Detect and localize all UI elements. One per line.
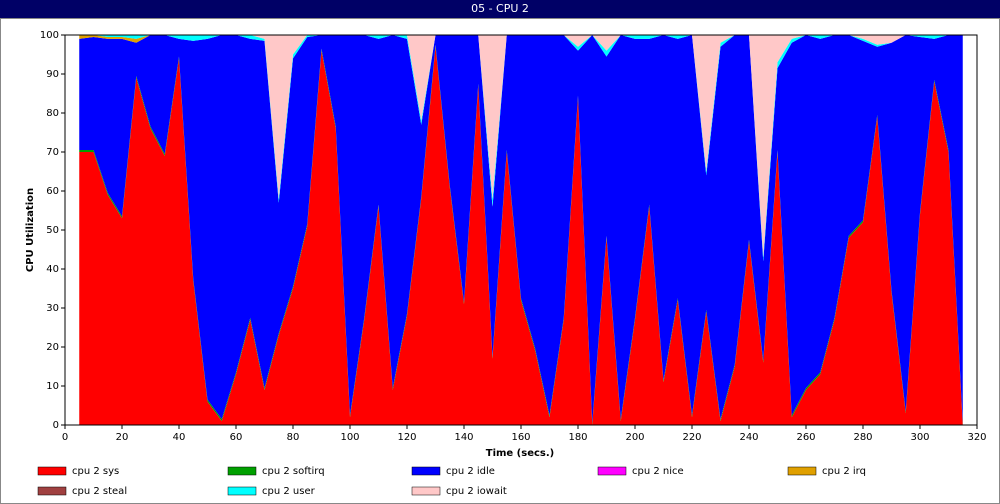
legend-swatch: [37, 486, 67, 496]
x-tick-label: 20: [116, 432, 129, 443]
x-tick-label: 100: [340, 432, 359, 443]
title-bar: [0, 0, 1000, 18]
x-tick-label: 80: [287, 432, 300, 443]
area: [79, 35, 963, 424]
chart-title: 05 - CPU 2: [471, 2, 529, 15]
legend-swatch: [597, 466, 627, 476]
x-tick-label: 60: [230, 432, 243, 443]
legend-swatch: [411, 466, 441, 476]
legend-swatch: [37, 466, 67, 476]
legend-label: cpu 2 irq: [822, 466, 866, 477]
y-tick-label: 10: [46, 381, 59, 392]
legend-label: cpu 2 idle: [446, 466, 495, 477]
x-tick-label: 200: [625, 432, 644, 443]
legend-label: cpu 2 softirq: [262, 466, 325, 477]
x-tick-label: 220: [682, 432, 701, 443]
y-axis-label: CPU Utilization: [25, 188, 36, 272]
legend-label: cpu 2 iowait: [446, 486, 507, 497]
x-tick-label: 280: [853, 432, 872, 443]
y-tick-label: 30: [46, 303, 59, 314]
legend-swatch: [787, 466, 817, 476]
y-tick-label: 70: [46, 147, 59, 158]
y-tick-label: 80: [46, 108, 59, 119]
y-tick-label: 0: [53, 420, 59, 431]
legend-label: cpu 2 user: [262, 486, 316, 497]
y-tick-label: 40: [46, 264, 59, 275]
x-tick-label: 300: [910, 432, 929, 443]
legend-label: cpu 2 sys: [72, 466, 119, 477]
legend-label: cpu 2 nice: [632, 466, 684, 477]
x-tick-label: 0: [62, 432, 68, 443]
legend-swatch: [411, 486, 441, 496]
x-tick-label: 40: [173, 432, 186, 443]
legend-swatch: [227, 466, 257, 476]
x-axis-label: Time (secs.): [486, 448, 555, 459]
y-tick-label: 90: [46, 69, 59, 80]
x-tick-label: 240: [739, 432, 758, 443]
y-tick-label: 60: [46, 186, 59, 197]
y-tick-label: 50: [46, 225, 59, 236]
x-tick-label: 320: [967, 432, 986, 443]
legend-label: cpu 2 steal: [72, 486, 127, 497]
y-tick-label: 20: [46, 342, 59, 353]
x-tick-label: 120: [397, 432, 416, 443]
area: [79, 46, 963, 425]
x-tick-label: 140: [454, 432, 473, 443]
x-tick-label: 260: [796, 432, 815, 443]
legend-swatch: [227, 486, 257, 496]
y-tick-label: 100: [40, 30, 59, 41]
x-tick-label: 160: [511, 432, 530, 443]
x-tick-label: 180: [568, 432, 587, 443]
